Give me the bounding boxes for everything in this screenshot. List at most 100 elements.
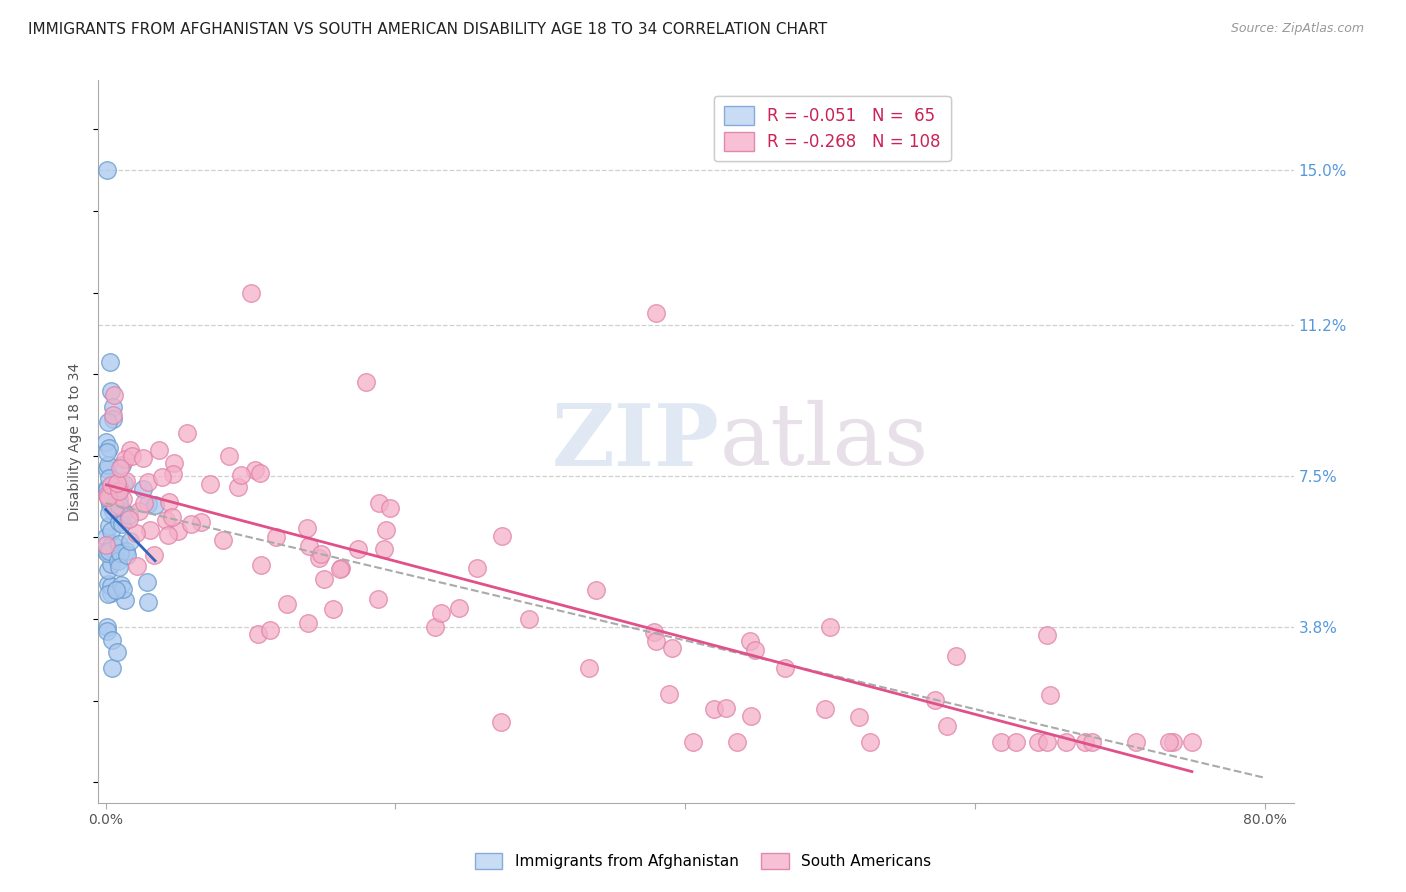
Text: ZIP: ZIP xyxy=(553,400,720,483)
Point xyxy=(297,615,319,630)
Point xyxy=(112,492,135,507)
Point xyxy=(136,595,159,609)
Point xyxy=(1081,734,1104,748)
Point xyxy=(96,538,118,552)
Point xyxy=(97,458,120,472)
Point xyxy=(491,529,513,543)
Point xyxy=(114,452,136,467)
Point xyxy=(645,634,668,648)
Point xyxy=(162,467,184,482)
Point xyxy=(112,504,135,518)
Point xyxy=(96,163,118,178)
Point xyxy=(374,523,396,537)
Point xyxy=(155,513,177,527)
Point xyxy=(276,597,298,611)
Point xyxy=(703,702,725,716)
Point xyxy=(138,475,160,489)
Point xyxy=(96,481,118,495)
Point xyxy=(125,526,148,541)
Y-axis label: Disability Age 18 to 34: Disability Age 18 to 34 xyxy=(69,362,83,521)
Point xyxy=(94,544,117,558)
Point xyxy=(1004,734,1026,748)
Point xyxy=(247,626,270,640)
Point xyxy=(96,445,118,459)
Point xyxy=(212,533,235,547)
Point xyxy=(103,388,125,402)
Point xyxy=(658,687,681,701)
Point xyxy=(150,470,173,484)
Point xyxy=(114,593,136,607)
Text: Source: ZipAtlas.com: Source: ZipAtlas.com xyxy=(1230,22,1364,36)
Point xyxy=(100,579,122,593)
Point xyxy=(814,702,837,716)
Point xyxy=(176,425,198,440)
Point xyxy=(990,734,1012,748)
Point xyxy=(1039,688,1062,702)
Point xyxy=(848,710,870,724)
Point xyxy=(139,523,162,537)
Point xyxy=(347,542,370,557)
Point xyxy=(430,607,453,621)
Point xyxy=(108,559,131,574)
Point xyxy=(859,734,882,748)
Point xyxy=(128,504,150,518)
Point xyxy=(924,693,946,707)
Legend: R = -0.051   N =  65, R = -0.268   N = 108: R = -0.051 N = 65, R = -0.268 N = 108 xyxy=(714,95,950,161)
Point xyxy=(1054,734,1077,748)
Point xyxy=(157,527,180,541)
Point xyxy=(98,499,121,513)
Point xyxy=(112,582,135,596)
Point xyxy=(295,521,318,535)
Point xyxy=(773,660,796,674)
Point xyxy=(107,488,129,502)
Point xyxy=(143,498,166,512)
Point xyxy=(740,709,762,723)
Point xyxy=(744,643,766,657)
Point xyxy=(97,483,120,498)
Point xyxy=(1181,734,1204,748)
Point xyxy=(120,534,142,549)
Point xyxy=(489,715,512,730)
Point xyxy=(143,548,166,562)
Point xyxy=(115,544,138,558)
Point xyxy=(94,435,117,450)
Point xyxy=(1125,734,1147,748)
Point xyxy=(309,547,332,561)
Point xyxy=(98,485,121,500)
Point xyxy=(108,482,131,496)
Point xyxy=(125,558,148,573)
Point xyxy=(104,500,127,514)
Point xyxy=(132,451,155,466)
Point xyxy=(643,624,665,639)
Point xyxy=(100,557,122,571)
Point xyxy=(96,546,118,560)
Point xyxy=(148,442,170,457)
Point xyxy=(98,355,121,369)
Point xyxy=(107,499,129,513)
Point xyxy=(131,482,153,496)
Point xyxy=(100,524,122,538)
Point xyxy=(117,548,139,562)
Point xyxy=(330,561,353,575)
Point xyxy=(118,508,141,523)
Text: IMMIGRANTS FROM AFGHANISTAN VS SOUTH AMERICAN DISABILITY AGE 18 TO 34 CORRELATIO: IMMIGRANTS FROM AFGHANISTAN VS SOUTH AME… xyxy=(28,22,827,37)
Point xyxy=(250,558,273,572)
Point xyxy=(329,561,352,575)
Point xyxy=(373,542,395,557)
Point xyxy=(112,477,135,491)
Point xyxy=(96,530,118,544)
Point xyxy=(1157,734,1180,748)
Point xyxy=(249,466,271,480)
Point xyxy=(166,524,188,538)
Point xyxy=(1036,628,1059,642)
Point xyxy=(104,582,127,597)
Point xyxy=(447,601,470,615)
Point xyxy=(322,602,344,616)
Point xyxy=(101,412,124,426)
Point xyxy=(107,554,129,568)
Point xyxy=(1163,734,1185,748)
Point xyxy=(101,400,124,414)
Point xyxy=(578,661,600,675)
Point xyxy=(97,587,120,601)
Point xyxy=(314,572,336,586)
